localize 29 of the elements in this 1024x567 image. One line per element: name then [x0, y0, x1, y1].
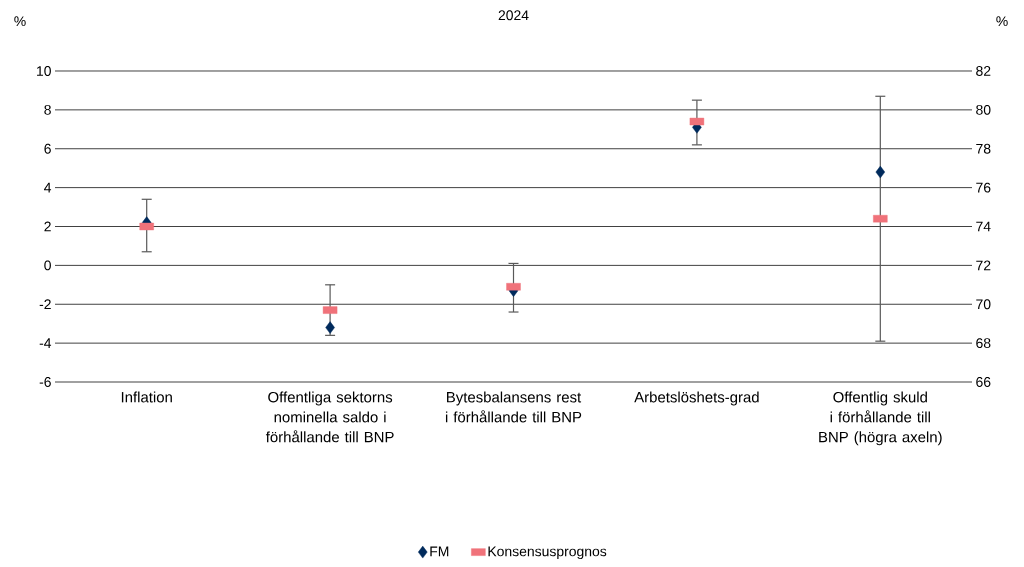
y-tick-label: 4 — [44, 182, 52, 193]
y2-tick-label: 76 — [976, 182, 991, 193]
y-tick-label: 8 — [44, 104, 51, 115]
y2-tick-label: 68 — [976, 338, 991, 349]
y2-tick-label: 66 — [976, 377, 991, 387]
legend-label: FM — [430, 546, 449, 557]
x-tick-label: Offentlig skuld i förhållande till BNP (högra axeln) — [819, 391, 942, 446]
point — [325, 321, 335, 334]
y-tick-label: 6 — [44, 143, 51, 154]
y-tick-label: 10 — [37, 66, 51, 76]
y-axis-title: % — [14, 16, 26, 27]
y-tick-label: -4 — [39, 338, 52, 348]
y-tick-label: -6 — [39, 377, 51, 387]
chart-title: 2024 — [498, 10, 529, 21]
y2-tick-label: 78 — [976, 143, 991, 154]
y2-tick-label: 72 — [976, 260, 991, 271]
x-tick-label: Inflation — [121, 391, 172, 403]
y2-tick-label: 70 — [976, 299, 991, 310]
y-tick-label: 2 — [44, 221, 51, 232]
x-tick-label: Arbetslöshets-grad — [634, 391, 759, 406]
y2-axis-title: % — [996, 16, 1008, 27]
y2-tick-label: 74 — [976, 221, 991, 232]
y-tick-label: 0 — [44, 260, 51, 271]
x-tick-label: Offentliga sektorns nominella saldo i förhållande till BNP — [265, 391, 394, 443]
x-tick-label: Bytesbalansens rest i förhållande till BNP — [445, 391, 582, 423]
legend-label: Konsensusprognos — [488, 546, 607, 560]
y2-tick-label: 82 — [976, 66, 991, 76]
y2-tick-label: 80 — [976, 104, 991, 115]
y-tick-label: -2 — [39, 299, 51, 310]
